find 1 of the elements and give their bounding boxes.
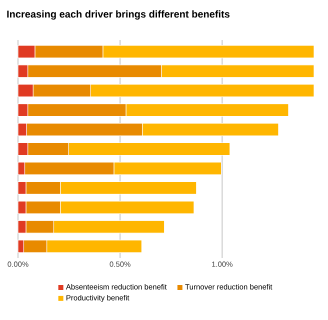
chart-title: Increasing each driver brings different benefits (7, 10, 230, 20)
